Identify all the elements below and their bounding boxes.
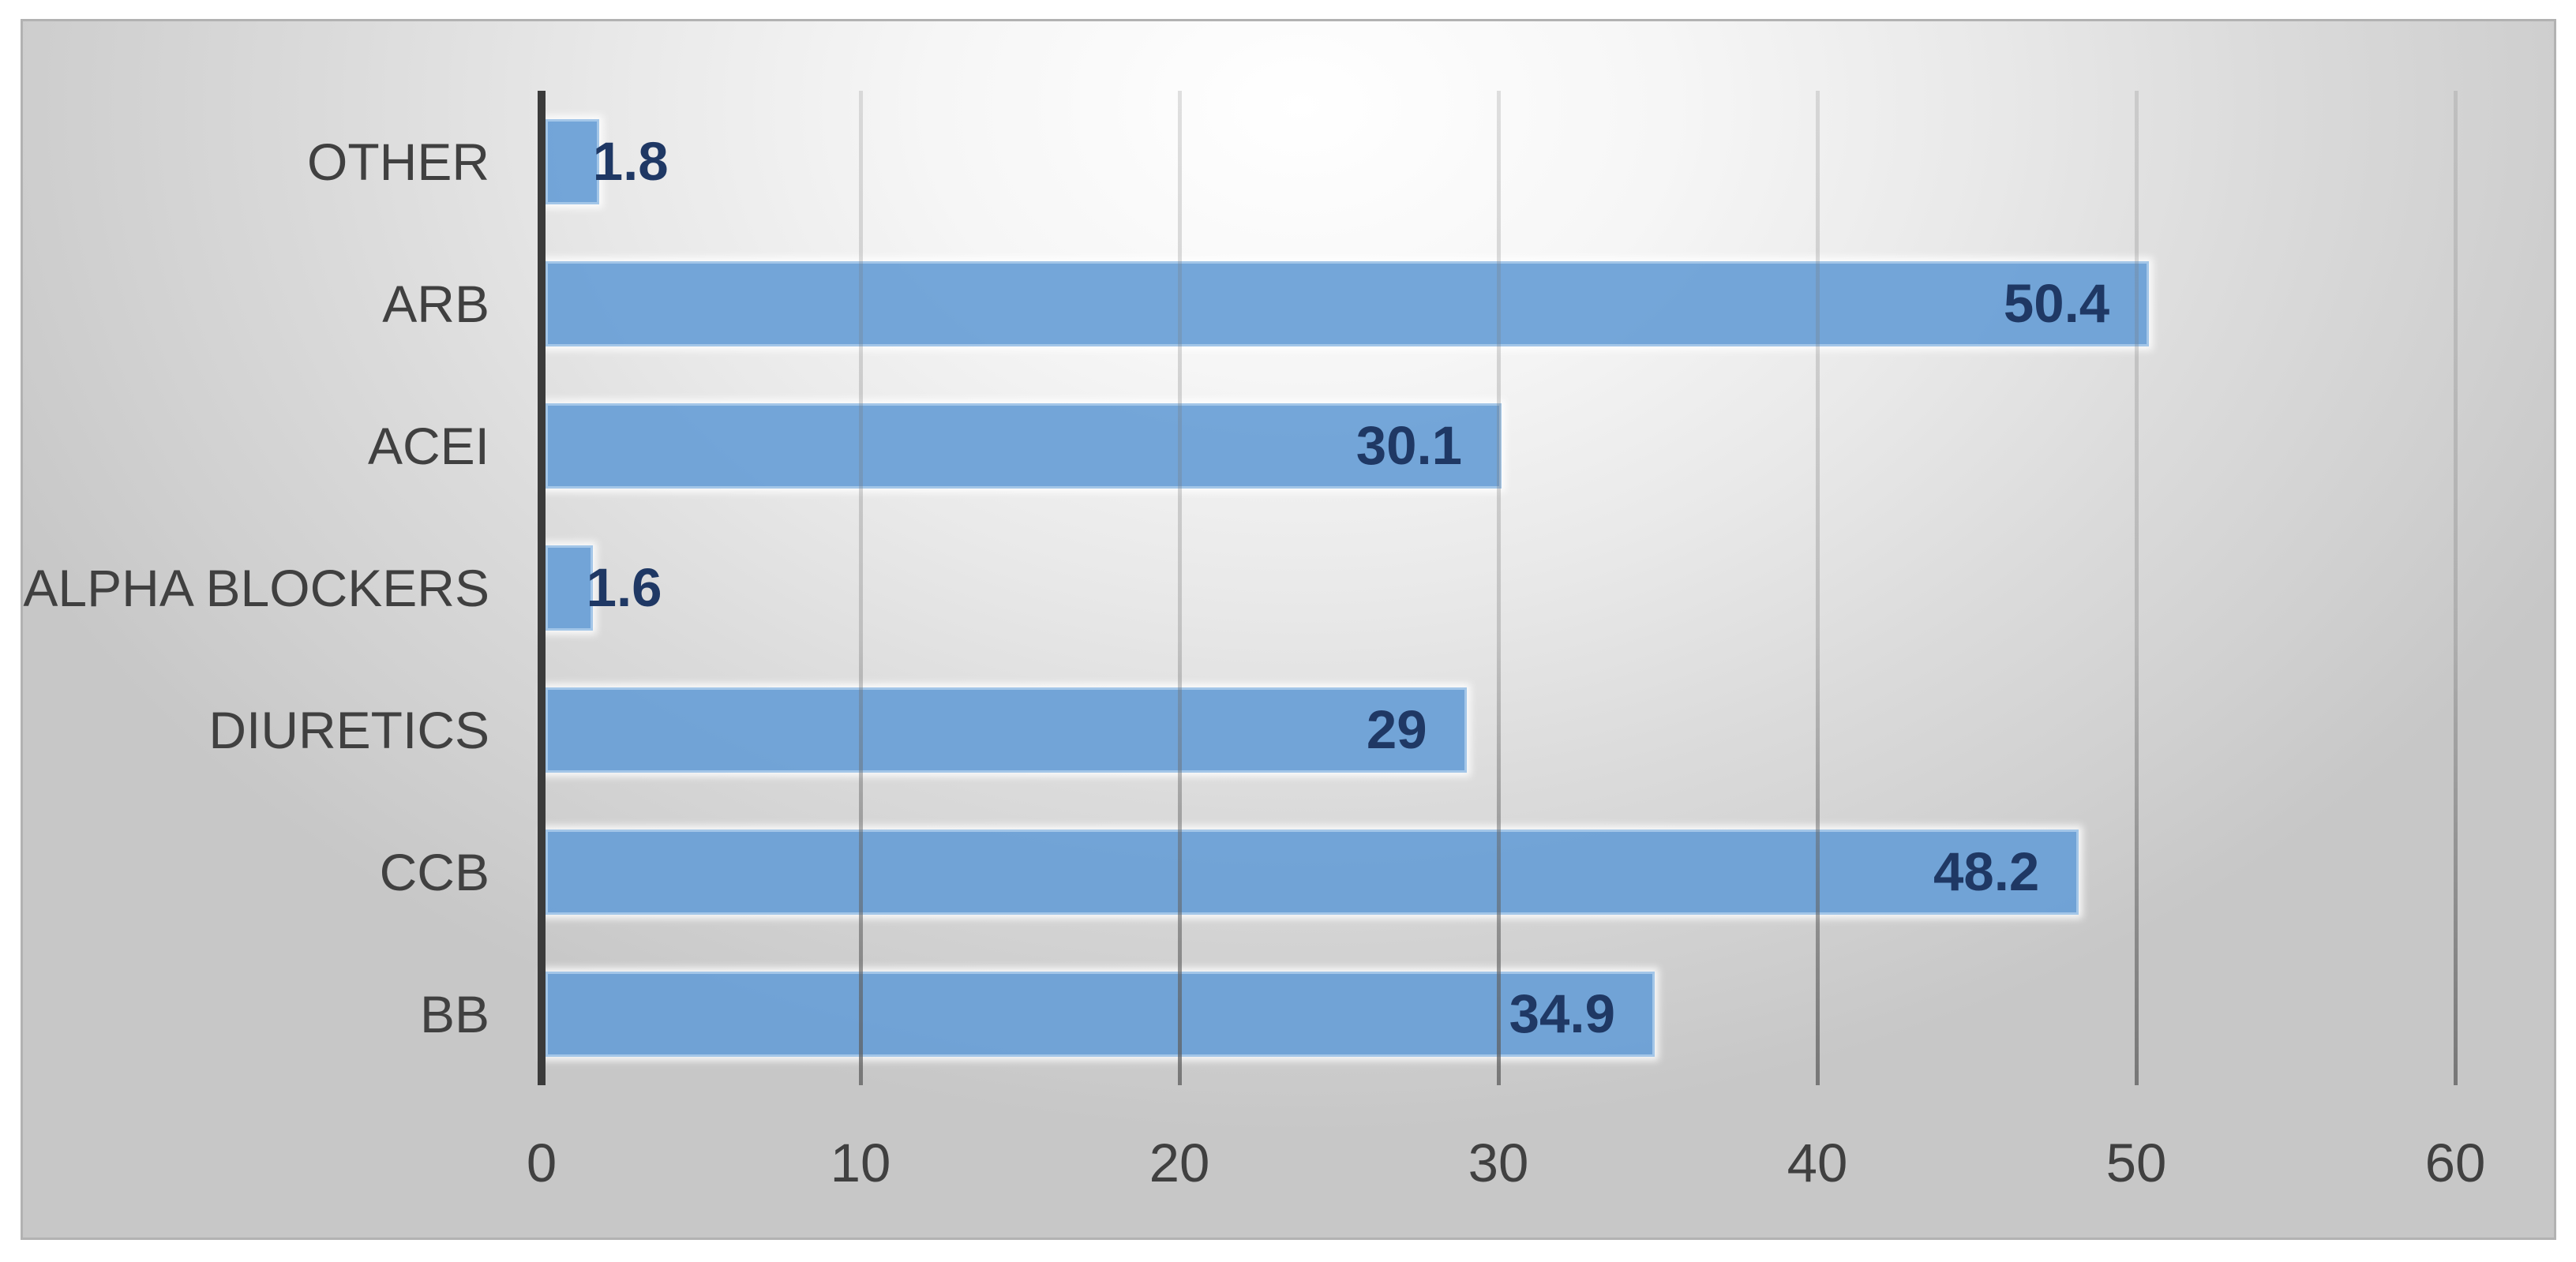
value-label-ccb: 48.2 [1933,841,2040,902]
x-tick-label-10: 10 [830,1133,891,1193]
bar-alpha-blockers [546,545,593,631]
category-label-other: OTHER [307,133,489,191]
x-tick-label-50: 50 [2105,1133,2167,1193]
gridline-30 [1497,91,1501,1085]
gridline-10 [859,91,863,1085]
category-label-bb: BB [419,985,489,1043]
bar-ccb [546,829,2079,915]
category-label-alpha-blockers: ALPHA BLOCKERS [23,559,489,617]
bar-acei [546,403,1502,489]
category-label-ccb: CCB [379,843,489,901]
bar-bb [546,972,1655,1057]
value-label-bb: 34.9 [1509,983,1615,1044]
value-label-acei: 30.1 [1355,415,1463,476]
x-tick-label-30: 30 [1468,1133,1529,1193]
x-tick-label-40: 40 [1787,1133,1848,1193]
x-tick-label-60: 60 [2424,1133,2486,1193]
x-tick-label-20: 20 [1149,1133,1210,1193]
category-label-arb: ARB [382,275,489,333]
bar-arb [546,261,2150,346]
value-label-alpha-blockers: 1.6 [586,557,662,618]
value-label-other: 1.8 [592,131,669,192]
category-label-acei: ACEI [367,417,489,475]
gridline-20 [1178,91,1182,1085]
category-label-diuretics: DIURETICS [208,701,489,759]
value-label-arb: 50.4 [2003,273,2110,334]
gridline-40 [1816,91,1820,1085]
x-tick-label-0: 0 [526,1133,557,1193]
gridline-60 [2454,91,2458,1085]
bar-diuretics [546,687,1467,773]
bar-other [546,119,599,204]
gridline-50 [2135,91,2139,1085]
value-label-diuretics: 29 [1366,699,1427,760]
category-axis-line [538,91,546,1085]
